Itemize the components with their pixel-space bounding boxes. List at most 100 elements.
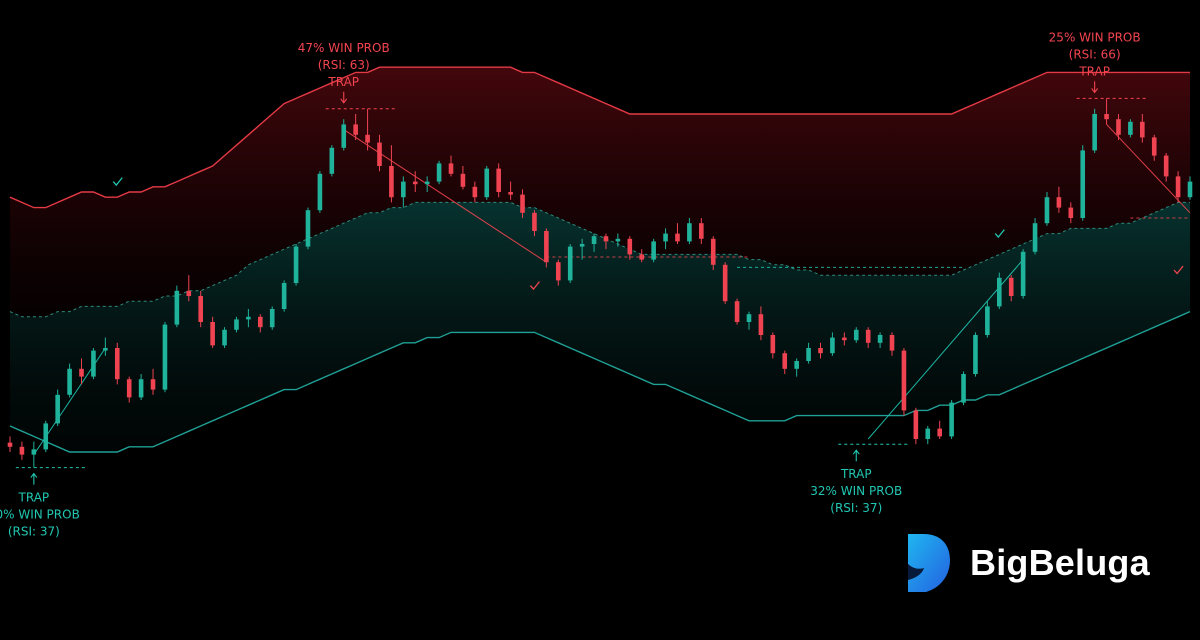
candle-body xyxy=(806,348,811,361)
candle xyxy=(1020,249,1026,299)
candle-body xyxy=(794,361,799,369)
candle-body xyxy=(1104,114,1109,120)
candle-body xyxy=(901,350,907,411)
candle-body xyxy=(365,134,370,143)
candle xyxy=(329,145,335,177)
candle-body xyxy=(949,402,954,437)
signal-label: (RSI: 66) xyxy=(1069,47,1121,61)
candle xyxy=(663,228,668,250)
candle-body xyxy=(19,446,25,455)
candle xyxy=(1008,275,1014,302)
candle xyxy=(865,327,871,348)
candle-body xyxy=(281,283,287,309)
lower-zone-fill xyxy=(10,202,1190,452)
signal-label: 32% WIN PROB xyxy=(810,484,902,498)
candle-body xyxy=(1020,251,1026,296)
checkmark-icon xyxy=(529,281,540,291)
candle xyxy=(174,285,180,328)
signal-bull: TRAP 32% WIN PROB (RSI: 37) xyxy=(810,443,909,515)
candle-body xyxy=(103,348,108,351)
candle-body xyxy=(555,262,561,281)
candle-body xyxy=(269,309,275,328)
candle-body xyxy=(305,210,311,247)
candle-body xyxy=(174,290,180,325)
candle xyxy=(424,176,430,192)
candle xyxy=(710,236,716,270)
candle-body xyxy=(186,290,192,296)
candle-body xyxy=(162,324,168,390)
candle xyxy=(222,327,227,348)
checkmark-icon xyxy=(112,177,123,187)
candle-body xyxy=(1140,121,1145,138)
candle xyxy=(317,171,323,213)
candle xyxy=(389,145,394,203)
trend-line xyxy=(1106,124,1191,214)
checkmark-icon xyxy=(994,229,1005,239)
candle-body xyxy=(31,449,37,455)
candle xyxy=(305,207,311,250)
candle-body xyxy=(1116,119,1121,135)
candle-body xyxy=(472,186,478,198)
candle xyxy=(1092,108,1097,153)
candle xyxy=(1116,114,1121,140)
candle-body xyxy=(913,410,919,439)
candle-body xyxy=(651,241,656,260)
candle xyxy=(234,316,239,333)
candle xyxy=(472,181,478,203)
candle xyxy=(555,259,561,286)
candle xyxy=(913,407,919,445)
candle-body xyxy=(1163,155,1169,177)
candle-body xyxy=(710,238,716,265)
candle-body xyxy=(222,329,227,346)
candle xyxy=(675,223,680,244)
candle-body xyxy=(508,192,513,195)
candle xyxy=(996,272,1002,309)
candle xyxy=(508,181,513,200)
candle-body xyxy=(1187,181,1193,198)
candle xyxy=(281,280,287,312)
candle xyxy=(937,420,942,439)
candle xyxy=(567,244,573,283)
candle xyxy=(1140,114,1145,143)
signal-label: TRAP xyxy=(840,467,872,481)
candle xyxy=(901,348,907,416)
candle xyxy=(1175,171,1181,203)
candle xyxy=(722,262,728,304)
candle-body xyxy=(150,379,156,390)
signal-label: TRAP xyxy=(18,491,50,505)
candle xyxy=(1151,134,1157,161)
candle-body xyxy=(842,337,847,341)
candle-body xyxy=(663,233,668,242)
candle xyxy=(806,342,811,364)
candle xyxy=(889,332,895,356)
candle-body xyxy=(7,442,13,447)
candle-body xyxy=(746,314,752,322)
candle-body xyxy=(126,379,132,398)
candle xyxy=(162,322,168,393)
candle xyxy=(985,301,990,338)
candle xyxy=(925,426,931,445)
candle xyxy=(830,332,835,356)
candle xyxy=(460,166,466,190)
candle xyxy=(1104,98,1109,125)
candle-body xyxy=(985,306,990,335)
candle-body xyxy=(961,374,966,403)
candle-body xyxy=(591,236,597,244)
candle-body xyxy=(1128,121,1133,135)
candle-body xyxy=(484,168,490,198)
candle-body xyxy=(734,301,740,322)
candle xyxy=(949,400,954,439)
candle-body xyxy=(55,394,60,424)
candle xyxy=(198,290,204,328)
checkmark-icon xyxy=(1173,265,1184,275)
candle xyxy=(603,233,609,250)
candle-body xyxy=(258,316,263,328)
signal-label: 30% WIN PROB xyxy=(0,508,80,522)
candle-body xyxy=(937,428,942,437)
candle-body xyxy=(43,423,49,450)
candle-body xyxy=(722,264,728,302)
candle xyxy=(55,389,60,426)
candle-body xyxy=(114,348,120,380)
candle xyxy=(687,218,692,244)
candle xyxy=(412,171,418,192)
